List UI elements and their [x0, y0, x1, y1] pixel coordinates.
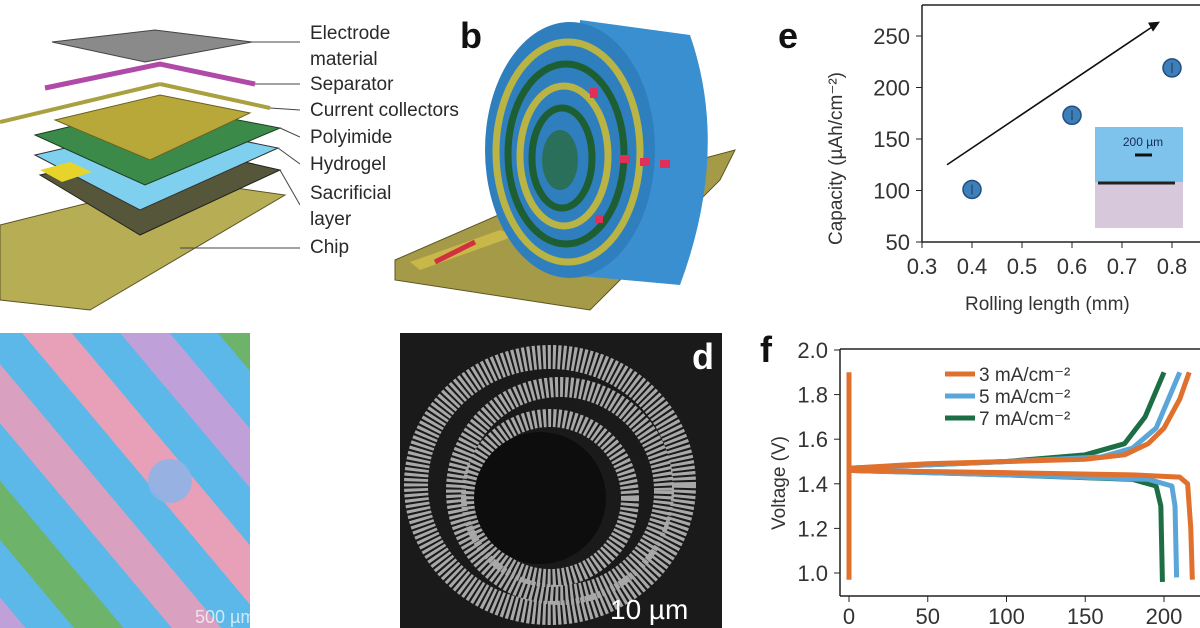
leader-lines [180, 41, 300, 249]
panel-a-layer-diagram [0, 29, 300, 311]
panel-c-optical-image: 500 µm [0, 333, 250, 628]
label-electrode: Electrode [310, 23, 391, 44]
y-tick-label: 250 [873, 24, 910, 49]
inset-image-bottom [1095, 182, 1183, 228]
current-collector-strip [0, 82, 161, 124]
x-tick-label: 0 [843, 604, 855, 628]
cylinder-core [542, 130, 578, 190]
y-tick-label: 150 [873, 127, 910, 152]
legend-label: 5 mA/cm⁻² [979, 387, 1070, 408]
x-tick-label: 100 [988, 604, 1025, 628]
label-hydrogel: Hydrogel [310, 154, 387, 175]
x-tick-label: 0.3 [907, 254, 938, 279]
chart-e: e Capacity (µAh/cm⁻²) Rolling length (mm… [778, 4, 1200, 315]
y-tick-label: 1.2 [797, 516, 828, 541]
current-collector-strip [159, 82, 271, 110]
scale-bar-c: 500 µm [195, 607, 250, 627]
scale-bar-d: 10 µm [610, 594, 688, 625]
charge-curve [848, 371, 1192, 471]
y-tick-label: 50 [886, 230, 910, 255]
sem-core [474, 432, 606, 564]
panel-d-sem-image: d 10 µm [400, 333, 722, 628]
label-material: material [310, 49, 378, 70]
x-tick-label: 0.7 [1107, 254, 1138, 279]
legend-label: 3 mA/cm⁻² [979, 365, 1070, 386]
trend-arrow [946, 22, 1158, 166]
x-tick-label: 0.4 [957, 254, 988, 279]
y-tick-label: 1.6 [797, 427, 828, 452]
discharge-curve [848, 467, 1180, 578]
trend-arrow-head [1148, 21, 1160, 32]
x-tick-label: 50 [916, 604, 940, 628]
red-connectors [590, 88, 670, 223]
x-tick-label: 150 [1067, 604, 1104, 628]
panel-letter-e: e [778, 15, 798, 56]
chart-f: f Voltage (V) 1.0 1.2 1.4 1.6 1.8 2.0 0 50 100 15… [760, 330, 1200, 628]
red-contact-line [433, 239, 477, 265]
x-tick-label: 200 [1146, 604, 1183, 628]
label-polyimide: Polyimide [310, 127, 393, 148]
rolled-layers [492, 38, 644, 266]
y-tick-label: 1.8 [797, 383, 828, 408]
y-tick-label: 1.0 [797, 561, 828, 586]
panel-b-rolled-battery [394, 20, 736, 311]
panel-letter-b: b [460, 15, 482, 56]
label-sacrificial: Sacrificial [310, 183, 392, 204]
device-array-stripes [0, 333, 250, 628]
chart-e-ylabel: Capacity (µAh/cm⁻²) [826, 72, 847, 245]
chart-e-xlabel: Rolling length (mm) [965, 294, 1130, 315]
electrode-material-layer [51, 29, 253, 63]
x-tick-label: 0.6 [1057, 254, 1088, 279]
y-tick-label: 1.4 [797, 472, 828, 497]
label-layer: layer [310, 209, 352, 230]
inset-scale-label: 200 µm [1123, 135, 1163, 149]
label-current-collectors: Current collectors [310, 100, 459, 121]
legend-label: 7 mA/cm⁻² [979, 409, 1070, 430]
panel-letter-d: d [692, 336, 714, 377]
separator-layer [44, 61, 256, 91]
y-tick-label: 200 [873, 76, 910, 101]
panel-letter-f: f [760, 330, 773, 370]
rolled-layers-sem [404, 345, 696, 625]
x-tick-label: 0.5 [1007, 254, 1038, 279]
discharge-curve [848, 467, 1165, 582]
label-separator: Separator [310, 74, 394, 95]
contact-pad [40, 162, 92, 182]
x-tick-label: 0.8 [1157, 254, 1188, 279]
label-chip: Chip [310, 237, 350, 258]
y-tick-label: 100 [873, 179, 910, 204]
sample-object [148, 459, 192, 503]
chart-f-ylabel: Voltage (V) [769, 436, 790, 530]
discharge-curve [848, 467, 1195, 580]
y-tick-label: 2.0 [797, 338, 828, 363]
current-collector-layer [53, 94, 252, 161]
